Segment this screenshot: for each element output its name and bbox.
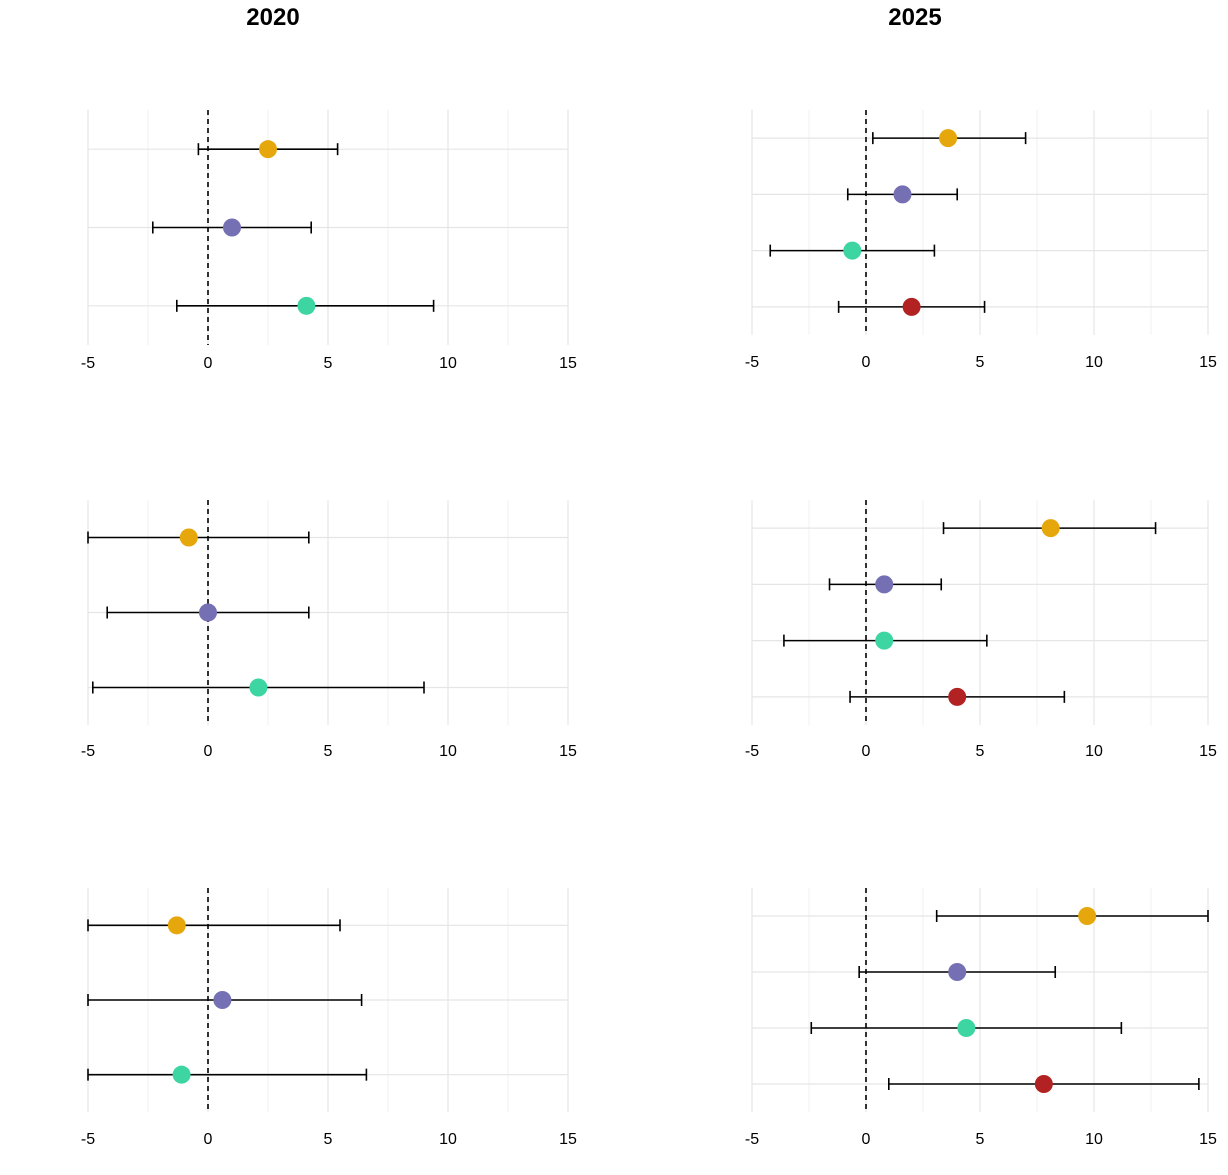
x-tick-label: -5	[745, 1131, 759, 1148]
x-tick-label: 5	[324, 743, 333, 760]
x-tick-label: 15	[1199, 354, 1217, 371]
column-title-2020: 2020	[246, 4, 300, 31]
column-title-2025: 2025	[888, 4, 942, 31]
x-tick-label: 15	[559, 743, 577, 760]
x-tick-label: 5	[976, 354, 985, 371]
data-point-aggstab	[223, 218, 241, 237]
data-point-aceprotein	[902, 297, 921, 316]
data-point-activec	[875, 631, 894, 650]
x-tick-label: 15	[559, 355, 577, 372]
data-point-aggstab	[199, 603, 217, 622]
data-point-om	[167, 916, 186, 935]
data-point-activec	[297, 296, 316, 315]
x-tick-label: -5	[745, 743, 759, 760]
data-point-om	[179, 528, 198, 547]
x-tick-label: 10	[1085, 354, 1103, 371]
x-tick-label: 10	[1085, 743, 1103, 760]
data-point-om	[939, 129, 958, 148]
x-tick-label: 10	[1085, 1131, 1103, 1148]
x-tick-label: 0	[204, 355, 213, 372]
data-point-activec	[249, 678, 268, 697]
x-tick-label: 0	[862, 354, 871, 371]
x-tick-label: -5	[81, 743, 95, 760]
x-tick-label: 10	[439, 1131, 457, 1148]
data-point-om	[1041, 519, 1060, 538]
data-point-activec	[172, 1065, 191, 1084]
x-tick-label: 0	[862, 743, 871, 760]
data-point-aceprotein	[1034, 1075, 1053, 1093]
x-tick-label: 15	[1199, 1131, 1217, 1148]
x-tick-label: 5	[324, 355, 333, 372]
data-point-aggstab	[875, 575, 894, 594]
x-tick-label: 5	[324, 1131, 333, 1148]
x-tick-label: -5	[81, 355, 95, 372]
x-tick-label: 10	[439, 743, 457, 760]
data-point-activec	[957, 1019, 976, 1037]
x-tick-label: 5	[976, 1131, 985, 1148]
data-point-aggstab	[213, 991, 232, 1009]
x-tick-label: -5	[745, 354, 759, 371]
x-tick-label: 0	[204, 743, 213, 760]
data-point-om	[1078, 907, 1097, 925]
data-point-om	[259, 140, 277, 159]
data-point-aggstab	[893, 185, 912, 204]
x-tick-label: 0	[862, 1131, 871, 1148]
x-tick-label: 5	[976, 743, 985, 760]
x-tick-label: 15	[1199, 743, 1217, 760]
data-point-activec	[843, 241, 862, 260]
x-tick-label: 0	[204, 1131, 213, 1148]
x-tick-label: 15	[559, 1131, 577, 1148]
data-point-aceprotein	[948, 687, 967, 706]
x-tick-label: 10	[439, 355, 457, 372]
data-point-aggstab	[948, 963, 967, 981]
x-tick-label: -5	[81, 1131, 95, 1148]
